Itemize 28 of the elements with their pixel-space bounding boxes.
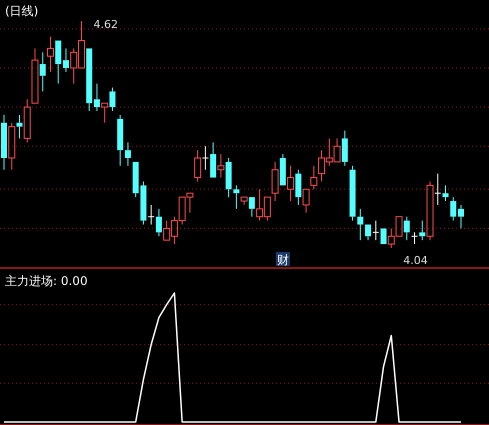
candlestick bbox=[62, 48, 69, 72]
candlestick bbox=[46, 36, 54, 72]
candlestick bbox=[287, 165, 294, 202]
text: 财 bbox=[276, 253, 289, 267]
chart-title: 主力进场: 0.00 bbox=[5, 274, 88, 288]
candlestick bbox=[117, 114, 124, 166]
candlestick bbox=[140, 180, 146, 226]
candlestick bbox=[226, 157, 232, 198]
candlestick bbox=[40, 52, 46, 92]
candlestick bbox=[124, 142, 131, 166]
candlestick bbox=[342, 130, 348, 166]
annotation: 4.62 bbox=[93, 18, 118, 31]
candlestick bbox=[372, 220, 380, 241]
candlestick bbox=[94, 83, 100, 112]
candlestick bbox=[357, 208, 364, 241]
candlestick bbox=[148, 204, 155, 226]
candlestick bbox=[156, 208, 162, 237]
candlestick bbox=[272, 161, 279, 202]
candlestick bbox=[217, 154, 224, 178]
candlestick bbox=[442, 184, 449, 202]
candlestick bbox=[295, 169, 302, 206]
candlestick bbox=[404, 216, 410, 241]
candlestick bbox=[434, 173, 442, 206]
candlestick bbox=[202, 146, 209, 170]
candlestick bbox=[1, 114, 7, 170]
candlestick bbox=[109, 87, 116, 112]
chart-title: (日线) bbox=[5, 4, 38, 18]
text: 4.04 bbox=[403, 254, 428, 267]
